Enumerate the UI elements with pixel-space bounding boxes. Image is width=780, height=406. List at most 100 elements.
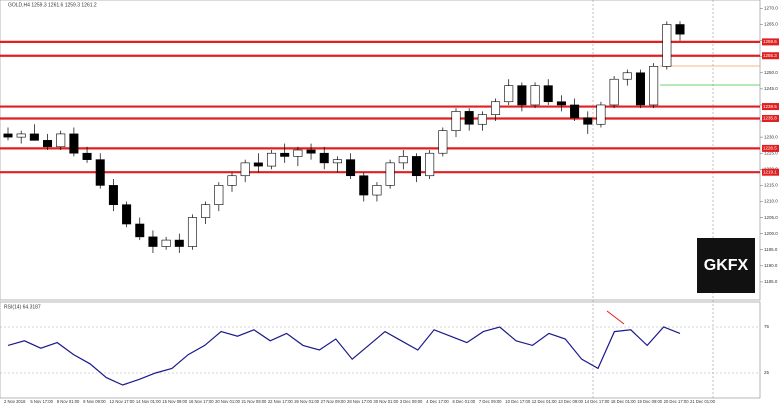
candle-body xyxy=(675,24,685,35)
price-panel xyxy=(0,0,761,301)
x-tick-label: 13 Dec 09:00 xyxy=(558,399,584,404)
y-tick-label: 1270.0 xyxy=(764,6,778,11)
candle-body xyxy=(56,133,66,148)
candle-body xyxy=(16,133,26,138)
level-tag xyxy=(762,52,779,60)
y-tick-label: 25 xyxy=(764,370,770,375)
candle-body xyxy=(227,175,237,186)
candle-body xyxy=(398,156,408,164)
candle-body xyxy=(504,85,514,103)
candle-body xyxy=(438,130,448,154)
x-tick-label: 26 Nov 01:00 xyxy=(294,399,320,404)
candle-body xyxy=(201,204,211,218)
candle-body xyxy=(451,111,461,131)
candle-body xyxy=(214,185,224,205)
candle-body xyxy=(319,152,329,164)
level-tag xyxy=(762,38,779,46)
y-tick-label: 1215.0 xyxy=(764,183,778,188)
candle-body xyxy=(240,162,250,177)
x-tick-label: 22 Nov 17:00 xyxy=(268,399,294,404)
candle-body xyxy=(332,159,342,164)
x-tick-label: 6 Dec 01:00 xyxy=(453,399,476,404)
candle-body xyxy=(530,85,540,106)
candle-body xyxy=(464,111,474,125)
x-tick-label: 21 Dec 01:00 xyxy=(690,399,716,404)
candle-body xyxy=(174,239,184,247)
level-label: 1235.8 xyxy=(763,116,777,121)
candle-body xyxy=(135,223,145,238)
x-tick-label: 14 Nov 01:00 xyxy=(136,399,162,404)
x-tick-label: 12 Dec 01:00 xyxy=(532,399,558,404)
x-tick-label: 3 Dec 09:00 xyxy=(400,399,423,404)
candle-body xyxy=(108,185,118,205)
candle-body xyxy=(385,162,395,186)
candle-body xyxy=(477,114,487,125)
candle-body xyxy=(306,149,316,154)
candle-body xyxy=(596,104,606,125)
x-tick-label: 2 Nov 2018 xyxy=(4,399,26,404)
candle-body xyxy=(583,117,593,125)
candle-body xyxy=(622,72,632,80)
x-tick-label: 20 Dec 17:00 xyxy=(664,399,690,404)
candle-body xyxy=(29,133,39,141)
candle-body xyxy=(122,204,132,225)
y-tick-label: 1190.0 xyxy=(764,263,778,268)
candle-body xyxy=(346,159,356,177)
x-tick-label: 14 Dec 17:00 xyxy=(584,399,610,404)
candle-body xyxy=(635,72,645,106)
level-label: 1259.6 xyxy=(763,39,777,44)
candle-body xyxy=(161,239,171,247)
chart-title: GOLD,H4 1259.3 1261.6 1259.3 1261.2 xyxy=(8,2,97,8)
y-tick-label: 1230.0 xyxy=(764,134,778,139)
candle-body xyxy=(556,101,566,106)
level-tag xyxy=(762,114,779,122)
logo: GKFX xyxy=(704,257,749,274)
y-tick-label: 1185.0 xyxy=(764,279,778,284)
candle-body xyxy=(491,101,501,115)
x-tick-label: 15 Nov 09:00 xyxy=(162,399,188,404)
candle-body xyxy=(649,66,659,106)
candle-body xyxy=(253,162,263,167)
candle-body xyxy=(280,152,290,157)
x-tick-label: 18 Dec 01:00 xyxy=(611,399,637,404)
y-tick-label: 1245.0 xyxy=(764,86,778,91)
x-tick-label: 5 Nov 17:00 xyxy=(30,399,53,404)
level-tag xyxy=(762,103,779,111)
candle-body xyxy=(69,133,79,154)
candle-body xyxy=(3,133,13,138)
rsi-panel xyxy=(0,301,761,399)
candle-body xyxy=(293,149,303,157)
level-tag xyxy=(762,168,779,176)
candle-body xyxy=(148,236,158,247)
annotation-arrow xyxy=(606,310,625,325)
x-tick-label: 28 Nov 17:00 xyxy=(347,399,373,404)
logo-box xyxy=(697,238,755,293)
x-tick-label: 8 Nov 01:00 xyxy=(57,399,80,404)
candle-body xyxy=(372,185,382,196)
level-label: 1255.3 xyxy=(763,53,777,58)
x-tick-label: 16 Nov 17:00 xyxy=(189,399,215,404)
x-tick-label: 12 Nov 17:00 xyxy=(110,399,136,404)
candle-body xyxy=(543,85,553,103)
x-tick-label: 10 Dec 17:00 xyxy=(505,399,531,404)
x-tick-label: 21 Nov 09:00 xyxy=(241,399,267,404)
candle-body xyxy=(570,104,580,119)
candle-body xyxy=(95,159,105,186)
candle-body xyxy=(187,217,197,247)
level-label: 1239.5 xyxy=(763,104,777,109)
y-tick-label: 1210.0 xyxy=(764,199,778,204)
candle-body xyxy=(411,156,421,177)
rsi-line xyxy=(7,326,681,386)
y-tick-label: 1200.0 xyxy=(764,231,778,236)
candle-body xyxy=(425,152,435,177)
level-label: 1226.5 xyxy=(763,146,777,151)
rsi-title: RSI(14) 64.3187 xyxy=(4,304,41,310)
y-tick-label: 1265.0 xyxy=(764,22,778,27)
x-tick-label: 9 Nov 09:00 xyxy=(83,399,106,404)
x-tick-label: 30 Nov 01:00 xyxy=(373,399,399,404)
y-tick-label: 75 xyxy=(764,324,770,329)
x-tick-label: 19 Dec 09:00 xyxy=(637,399,663,404)
x-tick-label: 4 Dec 17:00 xyxy=(426,399,449,404)
x-tick-label: 27 Nov 09:00 xyxy=(321,399,347,404)
candle-body xyxy=(43,140,53,148)
